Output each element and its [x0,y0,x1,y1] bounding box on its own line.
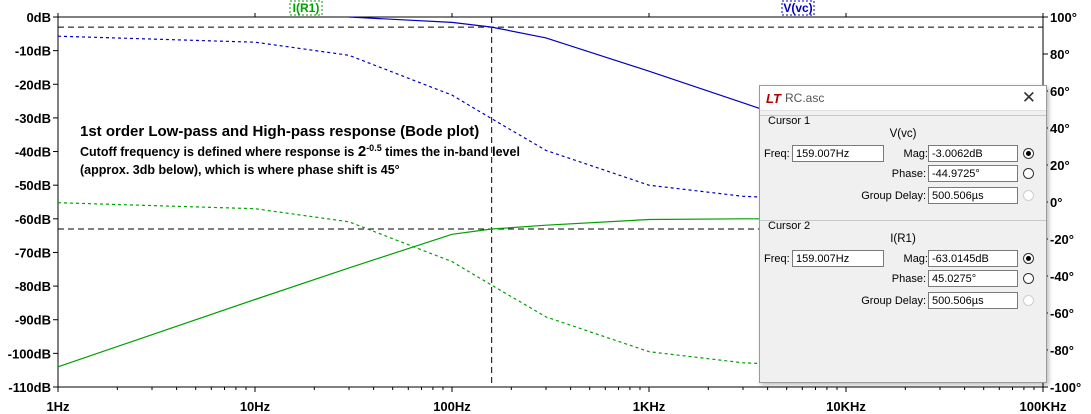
trace-label-text[interactable]: V(vc) [783,1,812,15]
y-right-tick-label: -40° [1050,269,1074,284]
cursor-window-titlebar[interactable]: LT RC.asc ✕ [760,86,1046,111]
trace-label-box[interactable] [781,0,815,16]
cursor-2-freq-label: Freq: [764,253,790,265]
y-left-tick-label: -20dB [15,77,51,92]
annotation-title: 1st order Low-pass and High-pass respons… [80,123,480,140]
x-tick-label: 1Hz [46,399,70,414]
x-tick-label: 100Hz [433,399,471,414]
annotation-line-2: (approx. 3db below), which is where phas… [80,163,400,178]
y-right-tick-label: -20° [1050,232,1074,247]
cursor-1-label: Cursor 1 [768,115,811,127]
y-left-tick-label: 0dB [26,10,51,25]
y-left-tick-label: -110dB [8,380,51,395]
y-left-tick-label: -40dB [15,145,51,160]
cursor-2-group: Cursor 2 I(R1) Freq: 159.007Hz Mag: -63.… [760,220,1046,321]
cursor-1-phase-label: Phase: [891,168,926,180]
y-left-tick-label: -70dB [15,245,51,260]
y-right-tick-label: 40° [1050,121,1070,136]
annotation-base: 2 [357,143,367,161]
cursor-2-label: Cursor 2 [768,220,811,232]
y-left-tick-label: -60dB [15,212,51,227]
cursor-2-phase-label: Phase: [891,273,926,285]
annotation-exponent: -0.5 [366,143,382,153]
y-right-tick-label: -60° [1050,306,1074,321]
cursor-2-phase-field[interactable]: 45.0275° [928,270,1018,287]
cursor-window-title: RC.asc [785,91,825,105]
y-right-tick-label: 0° [1050,195,1062,210]
y-right-tick-label: -80° [1050,343,1074,358]
trace-label-text[interactable]: I(R1) [293,1,320,15]
y-left-tick-label: -90dB [15,313,51,328]
cursor-2-mag-label: Mag: [903,253,928,265]
ltspice-logo-icon: LT [766,91,781,106]
cursor-2-gd-label: Group Delay: [861,295,926,307]
y-right-tick-label: -100° [1050,380,1081,395]
cursor-2-gd-field[interactable]: 500.506µs [928,292,1018,309]
y-right-tick-label: 60° [1050,84,1070,99]
close-icon[interactable]: ✕ [1021,88,1036,107]
cursor-1-gd-field[interactable]: 500.506µs [928,187,1018,204]
y-left-tick-label: -10dB [15,44,51,59]
cursor-2-mag-field[interactable]: -63.0145dB [928,250,1018,267]
cursor-1-phase-radio[interactable] [1023,168,1034,179]
x-tick-label: 100KHz [1020,399,1067,414]
tick-labels: 1Hz 10Hz 100Hz 1KHz 10KHz 100KHz 0dB -10dB -20dB… [8,10,1082,414]
cursor-1-mag-radio[interactable] [1023,148,1034,159]
cursor-1-gd-radio[interactable] [1023,190,1034,201]
y-left-tick-label: -80dB [15,279,51,294]
trace-labels[interactable]: I(R1) V(vc) [289,0,815,16]
cursor-1-mag-field[interactable]: -3.0062dB [928,145,1018,162]
cursor-2-gd-radio[interactable] [1023,295,1034,306]
trace-label-box[interactable] [289,0,323,16]
y-right-tick-label: 100° [1050,10,1077,25]
y-left-tick-label: -50dB [15,178,51,193]
annotation-line-1-text: Cutoff frequency is defined where respon… [80,145,358,160]
cursor-window[interactable]: LT RC.asc ✕ Cursor 1 V(vc) Freq: 159.007… [759,85,1047,383]
x-tick-label: 1KHz [633,399,666,414]
annotation-line-1: Cutoff frequency is defined where respon… [80,143,520,160]
plot-annotation: 1st order Low-pass and High-pass respons… [80,123,520,177]
cursor-1-trace: V(vc) [889,128,917,140]
y-right-tick-label: 20° [1050,158,1070,173]
y-left-tick-label: -100dB [8,346,51,361]
x-tick-label: 10Hz [240,399,271,414]
cursor-2-freq-field[interactable]: 159.007Hz [792,250,884,267]
cursor-2-trace: I(R1) [890,233,916,245]
cursor-1-freq-label: Freq: [764,148,790,160]
cursor-1-gd-label: Group Delay: [861,190,926,202]
y-right-tick-label: 80° [1050,47,1070,62]
cursor-2-phase-radio[interactable] [1023,273,1034,284]
y-left-tick-label: -30dB [15,111,51,126]
annotation-line-1-end: times the in-band level [381,145,520,160]
cursor-1-group: Cursor 1 V(vc) Freq: 159.007Hz Mag: -3.0… [760,115,1046,216]
v-vc-phase-trace [57,202,1044,369]
cursor-1-freq-field[interactable]: 159.007Hz [792,145,884,162]
cursor-1-mag-label: Mag: [903,148,928,160]
cursor-2-mag-radio[interactable] [1023,253,1034,264]
x-tick-label: 10KHz [826,399,866,414]
i-r1-phase-trace [57,35,1044,203]
cursor-1-phase-field[interactable]: -44.9725° [928,165,1018,182]
